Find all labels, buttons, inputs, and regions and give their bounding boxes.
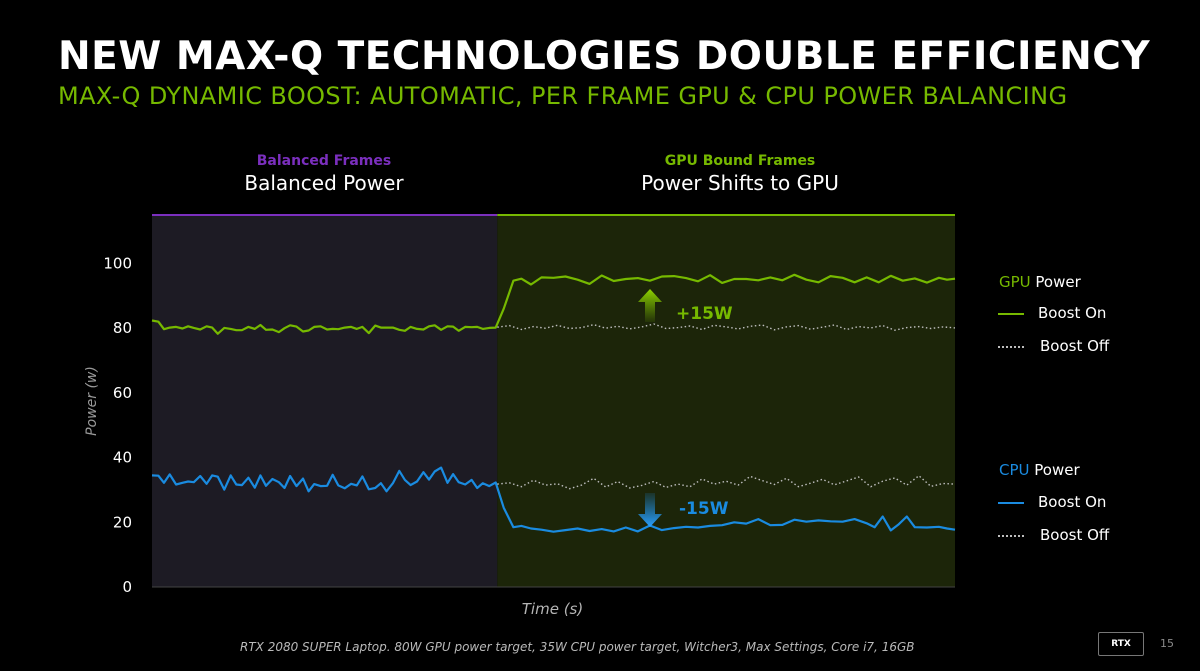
gpu-bound-frames-label: GPU Bound Frames: [664, 153, 816, 169]
y-tick-label: 20: [113, 513, 132, 531]
gpu-legend-title: GPU Power: [999, 273, 1081, 291]
footnote: RTX 2080 SUPER Laptop. 80W GPU power tar…: [240, 640, 915, 654]
cpu-boost-on-swatch: [998, 502, 1024, 504]
cpu-legend-suffix: Power: [1029, 461, 1080, 479]
gpu-legend-prefix: GPU: [999, 273, 1031, 291]
cpu-legend-title: CPU Power: [999, 461, 1080, 479]
gpu-bound-panel-background: [497, 215, 955, 587]
gpu-increase-arrow-icon: [638, 289, 662, 322]
cpu-legend-prefix: CPU: [999, 461, 1030, 479]
gpu-legend-suffix: Power: [1030, 273, 1081, 291]
y-tick-label: 100: [103, 255, 132, 273]
y-tick-label: 40: [113, 449, 132, 467]
balanced-power-label: Balanced Power: [244, 171, 404, 195]
cpu-delta-label: -15W: [679, 499, 729, 519]
balanced-panel-background: [152, 215, 498, 587]
y-tick-label: 80: [113, 319, 132, 337]
gpu-power-boost-on-line: [151, 273, 956, 335]
x-axis-label: Time (s): [522, 600, 583, 618]
power-shifts-label: Power Shifts to GPU: [641, 171, 839, 195]
gpu-delta-label: +15W: [676, 304, 733, 324]
gpu-boost-on-label: Boost On: [1038, 304, 1107, 322]
cpu-boost-on-label: Boost On: [1038, 493, 1107, 511]
cpu-boost-off-swatch: [998, 535, 1024, 537]
cpu-boost-off-label: Boost Off: [1040, 526, 1110, 544]
cpu-power-boost-off-line: [497, 475, 956, 490]
gpu-bound-region-header: GPU Bound Frames Power Shifts to GPU: [610, 153, 870, 195]
page-number: 15: [1160, 637, 1174, 650]
gpu-boost-off-swatch: [998, 346, 1024, 348]
slide-title: NEW MAX-Q TECHNOLOGIES DOUBLE EFFICIENCY: [58, 34, 1151, 79]
cpu-decrease-arrow-icon: [638, 493, 662, 527]
y-axis-label: Power (w): [84, 366, 100, 436]
balanced-frames-label: Balanced Frames: [256, 153, 392, 169]
gpu-boost-off-label: Boost Off: [1040, 337, 1110, 355]
cpu-power-boost-on-line: [151, 466, 956, 533]
slide-subtitle: MAX-Q DYNAMIC BOOST: AUTOMATIC, PER FRAM…: [58, 82, 1068, 110]
gpu-boost-on-swatch: [998, 313, 1024, 315]
y-tick-label: 0: [122, 578, 132, 596]
balanced-region-header: Balanced Frames Balanced Power: [224, 153, 424, 195]
y-tick-label: 60: [113, 384, 132, 402]
nvidia-rtx-logo: RTX: [1098, 632, 1144, 656]
